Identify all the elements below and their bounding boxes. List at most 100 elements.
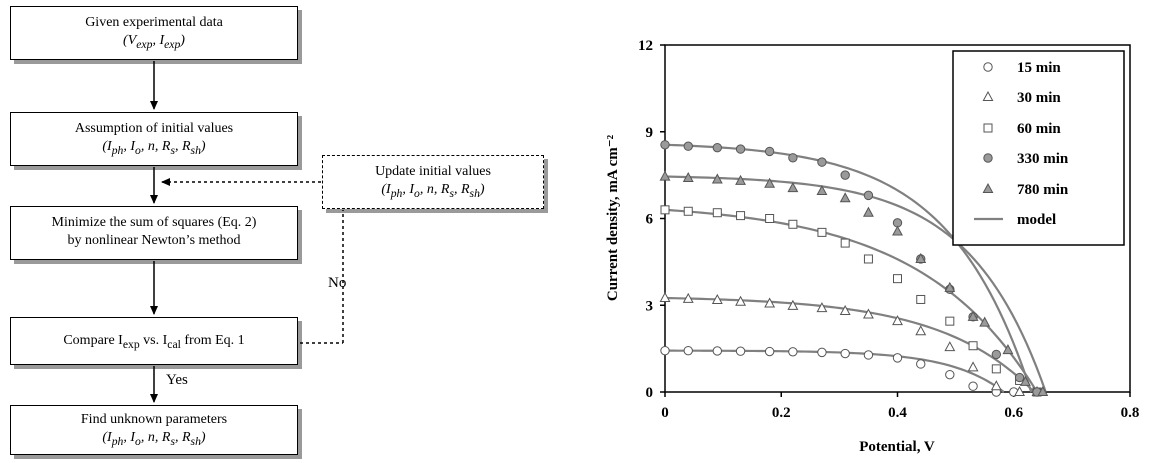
data-point-15-min <box>863 350 874 360</box>
data-point-780-min <box>816 184 828 196</box>
data-point-330-min <box>863 190 874 201</box>
data-point-15-min <box>840 348 850 359</box>
x-tick-label: 0 <box>661 405 669 421</box>
data-point-330-min <box>817 157 827 167</box>
data-point-780-min <box>979 316 991 327</box>
data-point-30-min <box>967 361 979 372</box>
data-point-780-min <box>967 310 979 321</box>
flow-label-yes: Yes <box>166 372 188 388</box>
data-point-30-min <box>735 295 747 306</box>
flow-box-update-values: Update initial values (Iph, Io, n, Rs, R… <box>322 155 544 209</box>
flow-box-compare: Compare Iexp vs. Ical from Eq. 1 <box>10 317 298 365</box>
x-tick-label: 0.4 <box>888 405 907 421</box>
y-tick-label: 6 <box>646 212 654 228</box>
data-point-60-min <box>893 274 902 284</box>
data-point-330-min <box>735 144 746 154</box>
legend-label-30-min: 30 min <box>1017 90 1061 106</box>
data-point-780-min <box>1019 375 1031 386</box>
data-point-15-min <box>968 381 978 391</box>
data-point-30-min <box>816 302 828 313</box>
data-point-30-min <box>764 297 776 308</box>
data-point-780-min <box>682 171 694 183</box>
data-point-330-min <box>788 153 798 163</box>
data-point-15-min <box>712 346 723 356</box>
data-point-15-min <box>916 359 926 369</box>
data-point-60-min <box>683 206 693 216</box>
y-tick-label: 0 <box>646 385 654 401</box>
legend-marker-60-min <box>983 123 993 133</box>
data-point-15-min <box>945 369 955 380</box>
flow-box-initial-values-line1: Assumption of initial values <box>74 121 234 136</box>
data-point-60-min <box>712 208 722 218</box>
data-point-60-min <box>863 254 873 264</box>
data-point-30-min <box>839 304 851 316</box>
legend-marker-780-min <box>982 182 994 193</box>
data-point-330-min <box>764 146 775 157</box>
data-point-15-min <box>892 353 903 363</box>
data-point-30-min <box>915 325 927 336</box>
data-point-60-min <box>968 341 978 351</box>
legend-label-model: model <box>1017 212 1056 228</box>
data-point-330-min <box>991 349 1002 360</box>
legend: 15 min 30 min 60 min 330 min 780 min model <box>952 50 1125 246</box>
data-point-30-min <box>892 315 903 326</box>
data-point-60-min <box>916 294 926 304</box>
flow-box-given-data-line2: (Vexp, Iexp) <box>123 33 185 51</box>
legend-marker-330-min <box>983 153 993 163</box>
data-point-330-min <box>712 142 723 153</box>
data-point-30-min <box>682 292 694 303</box>
data-point-30-min <box>990 380 1002 391</box>
legend-label-330-min: 330 min <box>1017 151 1069 167</box>
data-point-780-min <box>735 174 747 185</box>
flow-box-given-data-line1: Given experimental data <box>85 15 223 30</box>
data-point-60-min <box>840 238 850 248</box>
model-curve-5 <box>664 175 1047 393</box>
data-point-15-min <box>660 345 670 356</box>
data-point-15-min <box>683 345 693 356</box>
flow-box-find-parameters: Find unknown parameters (Iph, Io, n, Rs,… <box>10 405 298 455</box>
data-point-15-min <box>817 347 827 358</box>
data-point-30-min <box>659 291 671 303</box>
flow-box-update-values-line2: (Iph, Io, n, Rs, Rsh) <box>381 182 485 200</box>
flow-box-minimize-line2: by nonlinear Newton’s method <box>67 233 241 248</box>
data-point-30-min <box>787 299 799 310</box>
x-tick-label: 0.6 <box>1004 405 1023 421</box>
data-point-60-min <box>765 214 775 223</box>
legend-box <box>952 50 1125 246</box>
data-point-780-min <box>839 192 851 203</box>
legend-marker-30-min <box>982 90 994 101</box>
flow-box-update-values-line1: Update initial values <box>375 164 491 179</box>
data-point-780-min <box>787 182 799 193</box>
flow-box-compare-text: Compare Iexp vs. Ical from Eq. 1 <box>63 333 245 351</box>
data-point-780-min <box>1037 385 1049 396</box>
data-point-15-min <box>764 346 775 357</box>
model-curve-2 <box>664 296 1035 393</box>
x-tick-label: 0.8 <box>1121 405 1140 421</box>
data-point-60-min <box>788 219 798 229</box>
data-point-15-min <box>735 346 746 356</box>
data-point-780-min <box>915 252 927 263</box>
flow-box-given-data: Given experimental data (Vexp, Iexp) <box>10 6 298 60</box>
y-tick-label: 9 <box>646 125 654 141</box>
data-point-780-min <box>764 177 776 188</box>
y-tick-label: 12 <box>638 38 653 54</box>
x-tick-label: 0.2 <box>772 405 791 421</box>
data-point-60-min <box>736 211 746 221</box>
x-axis-label: Potential, V <box>859 439 935 455</box>
data-point-60-min <box>991 364 1001 374</box>
legend-label-60-min: 60 min <box>1017 121 1061 137</box>
legend-marker-15-min <box>983 62 993 72</box>
data-point-60-min <box>817 227 827 237</box>
flow-box-initial-values: Assumption of initial values (Iph, Io, n… <box>10 112 298 166</box>
data-point-780-min <box>711 173 723 184</box>
legend-label-780-min: 780 min <box>1017 182 1069 198</box>
data-point-60-min <box>660 205 670 215</box>
flow-box-minimize: Minimize the sum of squares (Eq. 2) by n… <box>10 206 298 260</box>
data-point-780-min <box>892 225 903 236</box>
data-point-30-min <box>944 341 956 352</box>
data-point-780-min <box>659 170 671 181</box>
y-axis-label: Current density, mA cm⁻² <box>605 134 621 301</box>
flow-label-no: No <box>328 275 347 291</box>
data-point-330-min <box>1014 372 1025 383</box>
